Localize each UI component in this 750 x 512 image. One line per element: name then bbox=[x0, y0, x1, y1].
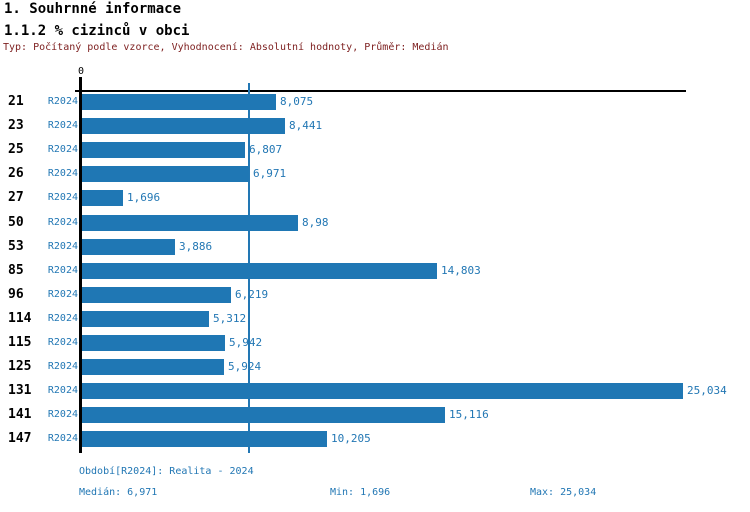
bar-value-label: 5,312 bbox=[213, 311, 247, 325]
row-category-label: 25 bbox=[8, 142, 24, 158]
bar bbox=[82, 190, 123, 207]
bar-value-label: 25,034 bbox=[687, 384, 727, 398]
bar-value-label: 5,942 bbox=[229, 336, 263, 349]
bar-value-label: 1,696 bbox=[127, 191, 161, 205]
bar-value-label: 5,924 bbox=[228, 360, 262, 374]
median-stat: Medián: 6,971 bbox=[79, 487, 158, 498]
bar-value-label: 8,441 bbox=[289, 119, 323, 133]
row-period-label: R2024 bbox=[47, 96, 78, 107]
max-stat: Max: 25,034 bbox=[530, 487, 597, 498]
period-legend: Období[R2024]: Realita - 2024 bbox=[79, 466, 254, 477]
bar bbox=[82, 383, 683, 400]
bar bbox=[82, 431, 327, 448]
row-category-label: 85 bbox=[8, 262, 24, 278]
bar-value-label: 6,971 bbox=[253, 167, 287, 181]
row-period-label: R2024 bbox=[47, 168, 78, 180]
bar-value-label: 6,219 bbox=[235, 287, 269, 301]
axis-zero-label: 0 bbox=[77, 66, 85, 77]
bar bbox=[82, 166, 249, 183]
bar bbox=[82, 262, 437, 279]
row-category-label: 53 bbox=[8, 238, 24, 254]
axis-baseline bbox=[79, 77, 82, 453]
row-category-label: 27 bbox=[8, 190, 24, 206]
bar bbox=[82, 94, 276, 110]
row-period-label: R2024 bbox=[47, 216, 78, 228]
row-category-label: 21 bbox=[8, 94, 24, 109]
chart-subtitle: Typ: Počítaný podle vzorce, Vyhodnocení:… bbox=[3, 42, 449, 53]
section-title: 1. Souhrnné informace bbox=[4, 1, 182, 17]
row-period-label: R2024 bbox=[47, 240, 78, 252]
row-category-label: 141 bbox=[8, 407, 32, 423]
bar-value-label: 8,075 bbox=[280, 95, 314, 108]
row-category-label: 147 bbox=[8, 431, 32, 447]
chart-title: 1.1.2 % cizinců v obci bbox=[4, 23, 190, 39]
row-period-label: R2024 bbox=[47, 337, 78, 348]
row-category-label: 26 bbox=[8, 166, 24, 182]
bar-value-label: 15,116 bbox=[449, 408, 489, 422]
row-period-label: R2024 bbox=[47, 192, 78, 204]
row-period-label: R2024 bbox=[47, 288, 78, 300]
bar-chart: 0 21 R2024 8,075 23 R2024 8,441 25 R2024 6,807 26… bbox=[0, 60, 750, 460]
row-period-label: R2024 bbox=[47, 144, 78, 156]
row-category-label: 50 bbox=[8, 214, 24, 230]
row-period-label: R2024 bbox=[47, 120, 78, 132]
row-category-label: 125 bbox=[8, 359, 32, 375]
row-period-label: R2024 bbox=[47, 433, 78, 445]
row-category-label: 23 bbox=[8, 118, 24, 134]
bar-value-label: 8,98 bbox=[302, 215, 329, 229]
row-category-label: 114 bbox=[8, 310, 32, 326]
row-period-label: R2024 bbox=[47, 312, 78, 324]
bar bbox=[82, 407, 445, 424]
row-period-label: R2024 bbox=[47, 385, 78, 397]
axis-top-line bbox=[75, 90, 686, 92]
bar bbox=[82, 310, 209, 327]
row-category-label: 131 bbox=[8, 383, 32, 399]
bar-value-label: 14,803 bbox=[441, 263, 481, 277]
bar bbox=[82, 286, 231, 303]
bar-value-label: 6,807 bbox=[249, 143, 283, 157]
bar bbox=[82, 142, 245, 159]
bar bbox=[82, 238, 175, 255]
bar-value-label: 10,205 bbox=[331, 432, 371, 446]
bar-value-label: 3,886 bbox=[179, 239, 213, 253]
bar bbox=[82, 335, 225, 351]
bar bbox=[82, 214, 298, 231]
row-period-label: R2024 bbox=[47, 264, 78, 276]
row-category-label: 96 bbox=[8, 286, 24, 302]
bar bbox=[82, 359, 224, 376]
min-stat: Min: 1,696 bbox=[330, 487, 391, 498]
row-category-label: 115 bbox=[8, 335, 32, 350]
row-period-label: R2024 bbox=[47, 361, 78, 373]
row-period-label: R2024 bbox=[47, 409, 78, 421]
bar bbox=[82, 118, 285, 135]
